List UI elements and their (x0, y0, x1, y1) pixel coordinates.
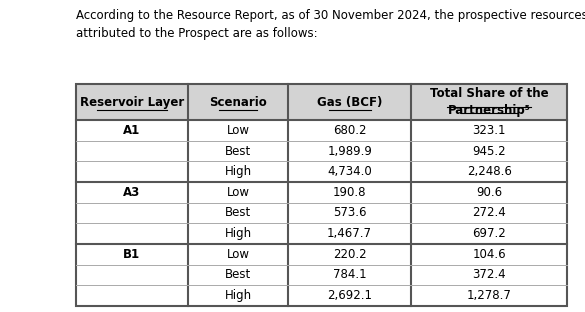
Bar (76, 84, 567, 120)
Text: High: High (225, 165, 252, 178)
Text: Best: Best (225, 207, 251, 219)
Text: High: High (225, 289, 252, 302)
Text: 784.1: 784.1 (333, 268, 366, 281)
Text: 104.6: 104.6 (473, 248, 506, 261)
Text: Scenario: Scenario (209, 96, 267, 109)
Text: High: High (225, 227, 252, 240)
Text: 372.4: 372.4 (473, 268, 506, 281)
Text: 680.2: 680.2 (333, 124, 366, 137)
Text: 1,278.7: 1,278.7 (467, 289, 512, 302)
Text: 323.1: 323.1 (473, 124, 506, 137)
Text: 1,467.7: 1,467.7 (327, 227, 372, 240)
Text: 272.4: 272.4 (473, 207, 506, 219)
Text: 190.8: 190.8 (333, 186, 366, 199)
Text: Reservoir Layer: Reservoir Layer (80, 96, 184, 109)
Text: 220.2: 220.2 (333, 248, 366, 261)
Text: 945.2: 945.2 (473, 144, 506, 158)
Text: A1: A1 (123, 124, 140, 137)
Text: Low: Low (226, 248, 249, 261)
Text: Low: Low (226, 186, 249, 199)
Text: Total Share of the
Partnership⁵: Total Share of the Partnership⁵ (430, 87, 549, 117)
Text: 4,734.0: 4,734.0 (327, 165, 372, 178)
Text: 697.2: 697.2 (473, 227, 506, 240)
Text: 573.6: 573.6 (333, 207, 366, 219)
Text: Low: Low (226, 124, 249, 137)
Bar (76, 84, 567, 306)
Text: Best: Best (225, 268, 251, 281)
Text: Best: Best (225, 144, 251, 158)
Text: Gas (BCF): Gas (BCF) (317, 96, 383, 109)
Text: 90.6: 90.6 (476, 186, 503, 199)
Text: According to the Resource Report, as of 30 November 2024, the prospective resour: According to the Resource Report, as of … (76, 9, 585, 40)
Text: 2,692.1: 2,692.1 (327, 289, 372, 302)
Text: 2,248.6: 2,248.6 (467, 165, 512, 178)
Text: B1: B1 (123, 248, 140, 261)
Text: A3: A3 (123, 186, 140, 199)
Text: 1,989.9: 1,989.9 (327, 144, 372, 158)
